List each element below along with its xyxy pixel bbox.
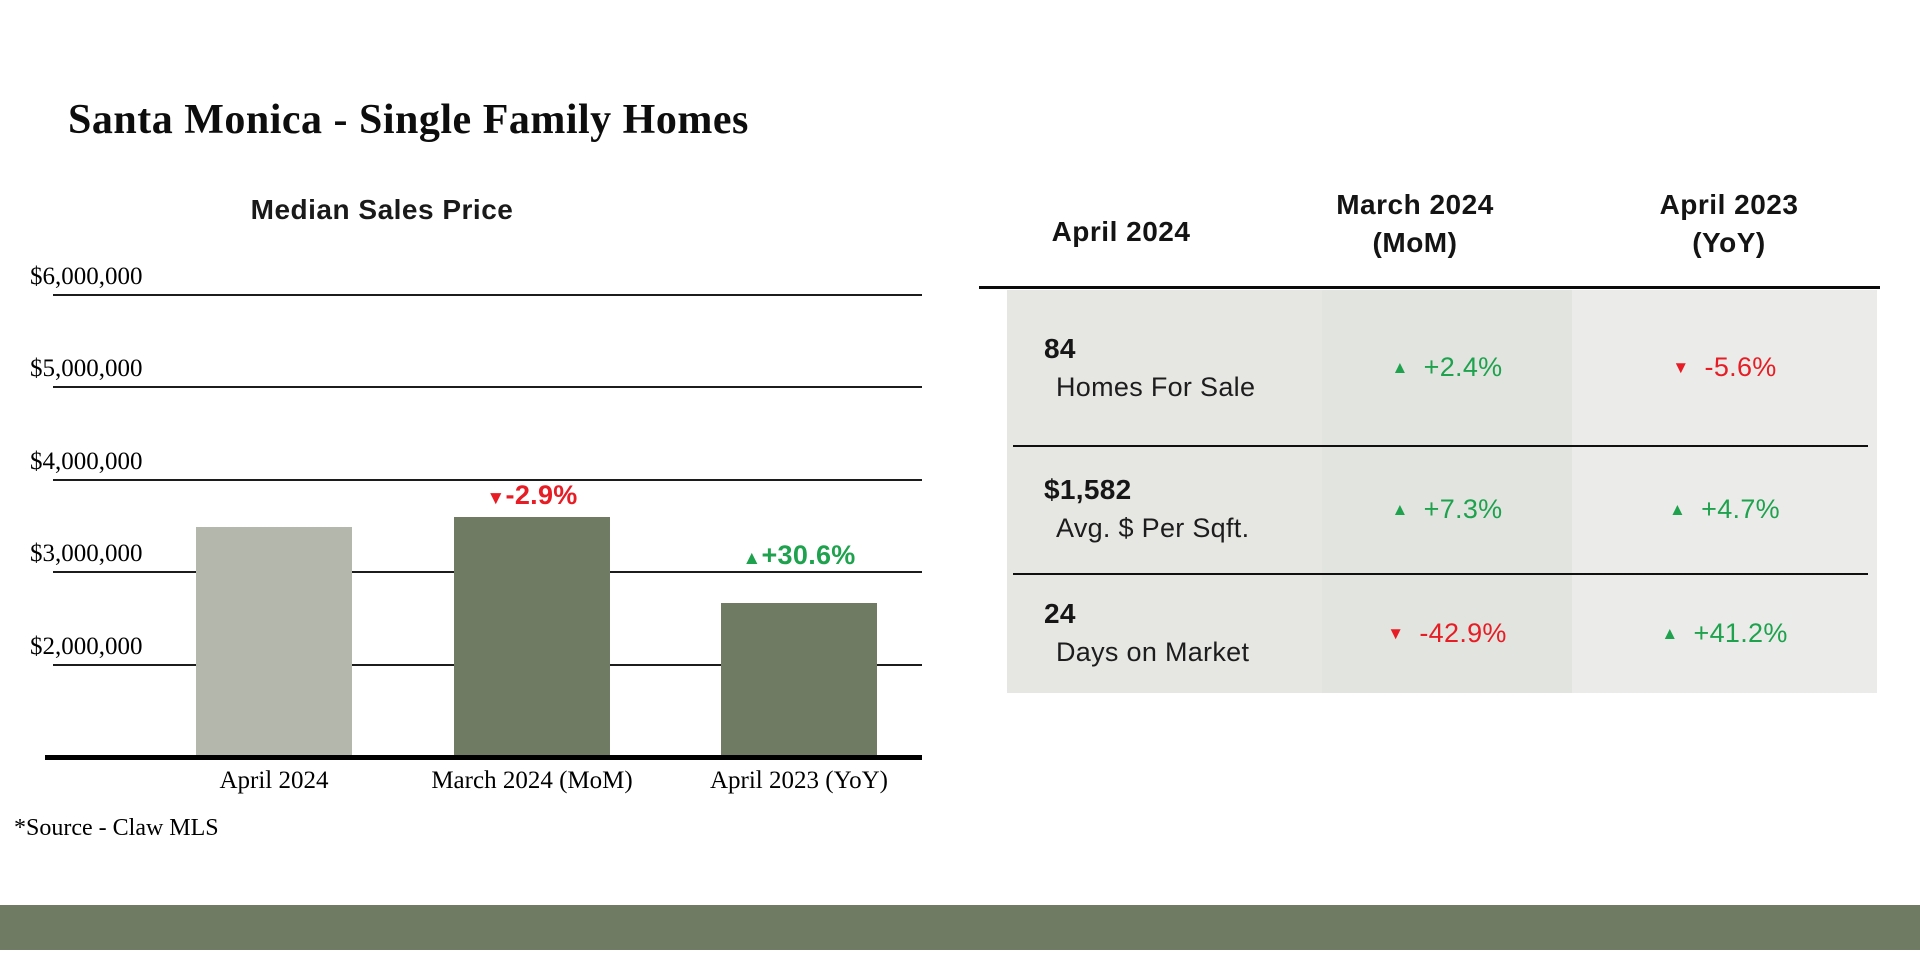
y-tick-label: $3,000,000: [30, 540, 143, 567]
footer-bar: [0, 905, 1920, 950]
col-header-label: April 2024: [1051, 216, 1191, 247]
yoy-cell: ▲ +4.7%: [1572, 445, 1877, 573]
mom-change: ▲ +7.3%: [1392, 494, 1503, 525]
triangle-up-icon: ▲: [1391, 499, 1409, 519]
triangle-up-icon: ▲: [1661, 623, 1679, 643]
triangle-down-icon: ▼: [1672, 358, 1690, 377]
bar-april-2024: [196, 526, 352, 757]
stat-value: 84: [1044, 332, 1076, 364]
column-background: [1322, 290, 1572, 693]
row-divider: [1013, 445, 1868, 447]
gridline: [53, 386, 922, 388]
percent-text: +7.3%: [1423, 493, 1503, 524]
x-tick-label: March 2024 (MoM): [431, 767, 633, 794]
stat-label: Homes For Sale: [1056, 371, 1256, 402]
col-header-april-2023-yoy: April 2023 (YoY): [1660, 186, 1799, 262]
y-tick-label: $2,000,000: [30, 632, 143, 660]
yoy-cell: ▼ -5.6%: [1572, 290, 1877, 445]
bar-april-2023: ▲ +30.6%: [721, 540, 877, 757]
table-row-homes-for-sale: 84 Homes For Sale ▲ +2.4% ▼ -5.6%: [1007, 290, 1877, 445]
stat-label: Days on Market: [1056, 637, 1250, 667]
y-tick-label: $6,000,000: [30, 262, 143, 290]
mom-change: ▲ +2.4%: [1392, 352, 1503, 383]
yoy-change: ▼ -5.6%: [1672, 352, 1776, 383]
col-header-label: April 2023: [1659, 189, 1799, 220]
table-body: 84 Homes For Sale ▲ +2.4% ▼ -5.6% $1,582: [1007, 290, 1877, 693]
source-note: *Source - Claw MLS: [14, 815, 219, 841]
table-row-avg-price-sqft: $1,582 Avg. $ Per Sqft. ▲ +7.3% ▲ +4.7%: [1007, 445, 1877, 573]
column-background: [1572, 290, 1877, 693]
percent-text: +4.7%: [1701, 493, 1780, 524]
x-tick-label: April 2024: [219, 767, 329, 794]
stat-cell: $1,582 Avg. $ Per Sqft.: [1007, 445, 1322, 573]
table-header-rule: [979, 286, 1880, 289]
percent-text: +41.2%: [1693, 617, 1788, 648]
col-header-april-2024: April 2024: [1052, 213, 1191, 251]
column-background: [1007, 290, 1322, 693]
x-axis-line: [45, 755, 922, 760]
triangle-up-icon: ▲: [1669, 499, 1687, 519]
yoy-change: ▲ +4.7%: [1669, 494, 1780, 525]
y-tick-label: $4,000,000: [30, 447, 143, 475]
col-header-label: March 2024: [1336, 189, 1494, 220]
bar-change-text: -2.9%: [505, 480, 578, 511]
chart-title: Median Sales Price: [250, 194, 514, 225]
stat-label: Avg. $ Per Sqft.: [1056, 513, 1250, 543]
row-divider: [1013, 573, 1868, 575]
stat-cell: 84 Homes For Sale: [1007, 290, 1322, 445]
percent-text: +2.4%: [1423, 352, 1503, 382]
mom-cell: ▼ -42.9%: [1322, 573, 1572, 693]
bar-march-2024: ▼ -2.9%: [454, 480, 610, 757]
percent-text: -42.9%: [1419, 617, 1507, 648]
bar-change-label: ▼ -2.9%: [486, 480, 577, 511]
triangle-up-icon: ▲: [1391, 358, 1409, 377]
col-header-sublabel: (MoM): [1372, 227, 1458, 258]
table-row-days-on-market: 24 Days on Market ▼ -42.9% ▲ +41.2%: [1007, 573, 1877, 693]
stat-value: $1,582: [1044, 474, 1132, 505]
col-header-march-2024-mom: March 2024 (MoM): [1336, 186, 1494, 262]
stat-value: 24: [1044, 598, 1076, 629]
x-tick-label: April 2023 (YoY): [709, 767, 889, 794]
triangle-up-icon: ▲: [742, 547, 762, 569]
percent-text: -5.6%: [1704, 352, 1777, 382]
bar-change-label: ▲ +30.6%: [742, 540, 855, 571]
page-title: Santa Monica - Single Family Homes: [68, 97, 749, 144]
col-header-sublabel: (YoY): [1692, 227, 1766, 258]
gridline: [53, 478, 922, 481]
triangle-down-icon: ▼: [486, 488, 506, 510]
y-tick-label: $5,000,000: [30, 355, 143, 382]
mom-cell: ▲ +2.4%: [1322, 290, 1572, 445]
bar-change-text: +30.6%: [761, 539, 856, 570]
mom-cell: ▲ +7.3%: [1322, 445, 1572, 573]
yoy-cell: ▲ +41.2%: [1572, 573, 1877, 693]
triangle-down-icon: ▼: [1387, 623, 1405, 643]
mom-change: ▼ -42.9%: [1387, 618, 1507, 649]
stat-cell: 24 Days on Market: [1007, 573, 1322, 693]
yoy-change: ▲ +41.2%: [1661, 618, 1787, 649]
gridline: [53, 293, 922, 296]
